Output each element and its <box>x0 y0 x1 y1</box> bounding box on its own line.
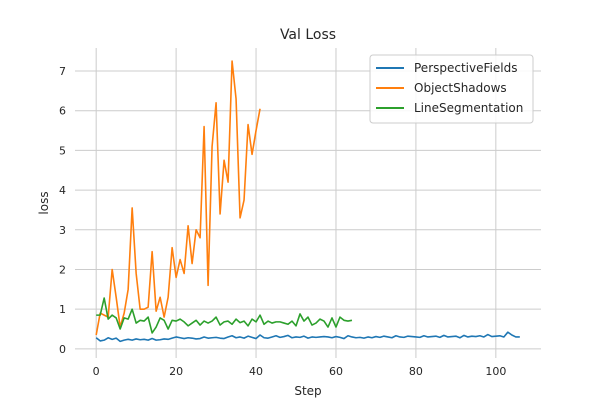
x-tick-label: 100 <box>485 365 506 378</box>
series-layer <box>95 60 520 343</box>
x-tick-label: 60 <box>329 365 343 378</box>
y-tick-label: 5 <box>59 144 66 157</box>
legend: PerspectiveFields ObjectShadows LineSegmen… <box>369 54 534 124</box>
x-tick-label: 0 <box>93 365 100 378</box>
y-axis-label: loss <box>37 191 51 214</box>
series-line-objectshadows <box>95 60 261 336</box>
legend-box <box>369 54 534 124</box>
legend-label: ObjectShadows <box>414 81 507 95</box>
x-tick-label: 40 <box>249 365 263 378</box>
y-tick-label: 4 <box>59 184 66 197</box>
y-tick-label: 6 <box>59 105 66 118</box>
y-tick-label: 7 <box>59 65 66 78</box>
legend-label: LineSegmentation <box>414 101 523 115</box>
y-axis-ticks: 0 1 2 3 4 5 6 7 <box>59 65 66 356</box>
series-line-linesegmentation <box>96 297 353 334</box>
x-axis-label: Step <box>294 384 321 398</box>
legend-label: PerspectiveFields <box>414 61 517 75</box>
x-tick-label: 20 <box>169 365 183 378</box>
chart-title: Val Loss <box>280 27 336 43</box>
y-tick-label: 1 <box>59 303 66 316</box>
series-line-perspectivefields <box>95 331 520 343</box>
x-axis-ticks: 0 20 40 60 80 100 <box>93 365 507 378</box>
x-tick-label: 80 <box>409 365 423 378</box>
y-tick-label: 3 <box>59 224 66 237</box>
y-tick-label: 2 <box>59 263 66 276</box>
y-tick-label: 0 <box>59 343 66 356</box>
